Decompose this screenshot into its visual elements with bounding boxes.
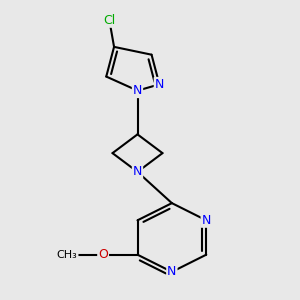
Text: N: N: [155, 78, 164, 91]
Text: N: N: [167, 266, 177, 278]
Text: O: O: [98, 248, 108, 261]
Text: CH₃: CH₃: [57, 250, 78, 260]
Text: N: N: [202, 214, 211, 227]
Text: N: N: [133, 165, 142, 178]
Text: N: N: [133, 84, 142, 97]
Text: Cl: Cl: [103, 14, 116, 27]
